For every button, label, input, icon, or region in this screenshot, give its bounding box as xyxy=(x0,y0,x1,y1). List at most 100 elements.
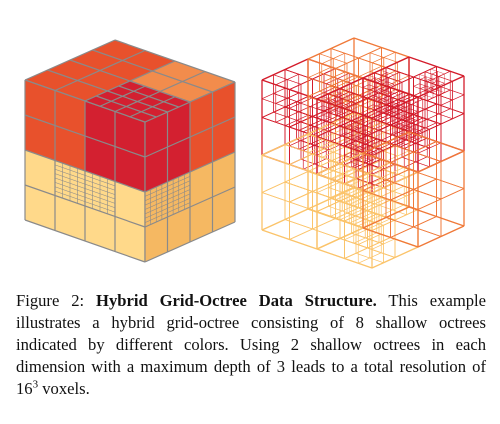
octree-level2-cell xyxy=(355,153,368,160)
octree-level3-cell xyxy=(413,83,420,87)
octree-level2-cell xyxy=(346,151,359,158)
octree-level1-cell xyxy=(390,151,414,163)
octree-level2-cell xyxy=(321,170,334,177)
top-face-front-right-grid xyxy=(144,101,191,123)
octree-level2-cell xyxy=(333,52,345,59)
octree-level1-cell xyxy=(312,180,336,192)
octree-level2-cell xyxy=(289,121,302,128)
octree-level1-cell xyxy=(390,226,414,238)
octree-level1-cell xyxy=(367,247,396,258)
octree-level1-cell xyxy=(413,216,437,228)
octree-level3-cell xyxy=(374,79,381,83)
octree-level3-cell xyxy=(397,96,404,100)
octree-level2-cell xyxy=(385,155,398,162)
octree-level2-cell xyxy=(358,146,371,153)
octree-level2-cell xyxy=(358,238,370,245)
front-face-grid xyxy=(24,219,146,263)
octree-level2-cell xyxy=(372,169,384,176)
octree-level1-cell xyxy=(367,124,391,136)
octree-level2-cell xyxy=(342,186,354,193)
right-face-grid xyxy=(144,186,236,228)
octree-level3-cell xyxy=(351,127,358,131)
octree-level2-cell xyxy=(261,93,274,100)
octree-level3-cell xyxy=(368,140,376,144)
octree-level1-cell xyxy=(261,106,286,118)
octree-level2-cell xyxy=(335,156,348,163)
octree-level2-cell xyxy=(355,228,368,235)
octree-level3-cell xyxy=(401,126,408,130)
octree-level2-cell xyxy=(330,80,343,87)
octree-level2-cell xyxy=(355,210,368,217)
octree-level2-cell xyxy=(383,144,396,151)
octree-level1-cell xyxy=(261,229,290,240)
octree-level2-cell xyxy=(452,94,465,101)
octree-level2-cell xyxy=(372,132,384,139)
octree-level2-cell xyxy=(319,141,332,148)
octree-level2-cell xyxy=(346,113,359,120)
octree-level2-cell xyxy=(392,209,407,216)
octree-level2-cell xyxy=(349,217,361,224)
octree-level2-cell xyxy=(261,74,274,81)
octree-level2-cell xyxy=(355,191,368,198)
octree-level2-cell xyxy=(344,196,357,203)
octree-level1-cell xyxy=(316,125,341,137)
octree-level2-cell xyxy=(333,146,345,153)
octree-level2-cell xyxy=(365,194,377,201)
octree-level2-cell xyxy=(328,181,341,188)
octree-level2-cell xyxy=(383,164,396,171)
octree-level1-cell xyxy=(390,237,419,248)
octree-level1-cell xyxy=(344,172,368,184)
octree-level2-cell xyxy=(392,166,405,173)
octree-level2-cell xyxy=(335,194,348,201)
octree-level3-cell xyxy=(390,122,397,126)
octree-level2-cell xyxy=(390,138,403,145)
octree-level2-cell xyxy=(395,51,410,58)
octree-level3-cell xyxy=(316,105,323,109)
octree-level2-cell xyxy=(339,139,352,146)
octree-level1-cell xyxy=(413,226,442,237)
octree-level2-cell xyxy=(383,257,396,264)
octree-level2-cell xyxy=(335,119,348,126)
octree-level3-cell xyxy=(316,96,323,100)
octree-level2-cell xyxy=(355,247,368,254)
octree-level2-cell xyxy=(328,106,341,113)
octree-level3-cell xyxy=(387,72,395,76)
octree-level2-cell xyxy=(310,138,322,145)
octree-level2-cell xyxy=(358,71,371,78)
octree-level1-cell xyxy=(413,178,437,190)
octree-level3-cell xyxy=(404,99,411,103)
octree-level2-cell xyxy=(378,180,391,187)
octree-level2-cell xyxy=(383,51,396,58)
octree-level2-cell xyxy=(385,118,398,125)
octree-level2-cell xyxy=(394,120,407,127)
octree-level2-cell xyxy=(371,224,384,231)
octree-level1-cell xyxy=(367,199,391,211)
octree-level1-cell xyxy=(440,113,465,125)
octree-level2-cell xyxy=(394,195,407,202)
octree-level1-cell xyxy=(289,153,313,165)
octree-level2-cell xyxy=(342,205,354,212)
octree-level2-cell xyxy=(344,252,357,259)
octree-level2-cell xyxy=(429,123,442,130)
octree-level2-cell xyxy=(371,262,384,269)
octree-level1-cell xyxy=(417,161,442,173)
octree-level3-cell xyxy=(374,69,381,73)
octree-level1-cell xyxy=(335,57,359,69)
octree-level2-cell xyxy=(335,175,348,182)
octree-level2-cell xyxy=(378,218,391,225)
octree-level3-cell xyxy=(424,78,431,82)
octree-level2-cell xyxy=(307,72,320,79)
octree-level2-cell xyxy=(312,92,325,99)
octree-level2-cell xyxy=(383,163,396,170)
octree-level2-cell xyxy=(424,84,437,91)
octree-level2-cell xyxy=(328,163,341,170)
octree-level2-cell xyxy=(344,234,357,241)
octree-level2-cell xyxy=(358,262,373,269)
octree-level2-cell xyxy=(310,100,322,107)
top-face-front-right-grid xyxy=(118,85,179,108)
octree-level2-cell xyxy=(312,129,325,136)
octree-level2-cell xyxy=(346,170,359,177)
octree-level2-cell xyxy=(351,190,364,197)
octree-level1-cell xyxy=(417,198,442,210)
octree-level2-cell xyxy=(303,144,315,151)
